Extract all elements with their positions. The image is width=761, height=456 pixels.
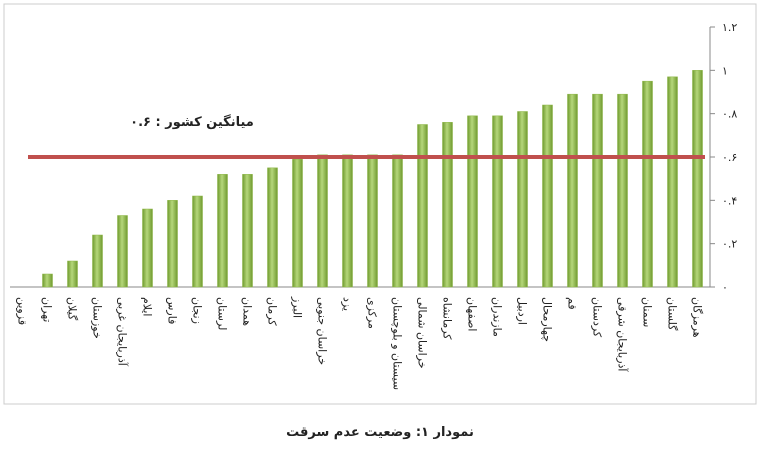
x-tick-label: مازندران [491,297,504,337]
y-tick-label: ۰.۲ [722,238,737,251]
x-tick-label: مركزی [366,297,379,329]
bar [342,154,353,288]
y-tick-label: ۰.۴ [722,194,737,207]
x-tick-label: خوزستان [91,297,104,339]
bar [617,93,628,288]
x-tick-label: سيستان و بلوچستان [391,297,404,390]
y-tick-label: ۰ [722,281,728,294]
y-tick-label: ۱ [722,64,728,77]
bar [667,76,678,288]
x-tick-label: يزد [341,297,354,311]
bar [542,104,553,288]
x-tick-label: لرستان [216,297,229,330]
bar [42,273,53,288]
x-tick-label: اردبيل [516,297,529,325]
x-tick-label: قم [566,297,579,310]
y-tick-label: ۰.۶ [722,151,737,164]
bar [117,215,128,288]
x-tick-label: همدان [241,297,254,326]
bar [467,115,478,288]
bar [592,93,603,288]
bar [392,154,403,288]
bar [142,208,153,288]
bar [567,93,578,288]
x-tick-label: گلستان [666,297,679,331]
bar [417,124,428,288]
bar [217,174,228,288]
x-tick-label: سمنان [641,297,654,327]
bar [242,174,253,288]
x-tick-label: گيلان [66,297,79,321]
x-tick-label: خراسان جنوبی [316,297,329,365]
x-tick-label: البرز [291,296,304,318]
x-tick-label: خراسان شمالی [416,297,429,369]
x-tick-label: كردستان [591,297,604,338]
x-tick-label: ايلام [141,297,154,317]
y-tick-label: ۰.۸ [722,108,737,121]
bar [267,167,278,288]
bar [92,234,103,288]
x-tick-label: قزوين [16,297,29,325]
bar [167,200,178,288]
x-tick-label: چهارمحال [541,297,554,342]
x-tick-label: كرمانشاه [441,297,454,340]
bar [692,70,703,288]
bar [67,260,78,288]
x-tick-label: فارس [166,297,179,324]
y-tick-label: ۱.۲ [722,21,737,34]
x-tick-label: آذربايجان غربی [116,297,130,367]
x-tick-label: اصفهان [466,297,479,331]
bar [367,154,378,288]
bar [492,115,503,288]
x-tick-label: هرمزگان [691,297,704,338]
bar [642,80,653,288]
chart-title: نمودار ۱: وضعيت عدم سرقت [286,425,474,440]
bar [517,111,528,288]
bar [442,122,453,288]
x-tick-label: تهران [41,297,54,322]
x-tick-label: زنجان [191,297,204,324]
bar [292,158,303,288]
x-tick-label: آذربايجان شرقی [616,297,630,372]
bar [192,195,203,288]
average-annotation: ميانگين كشور : ۰.۶ [130,114,254,130]
x-tick-label: كرمان [266,297,279,326]
bar [317,154,328,288]
chart-frame [3,3,757,405]
